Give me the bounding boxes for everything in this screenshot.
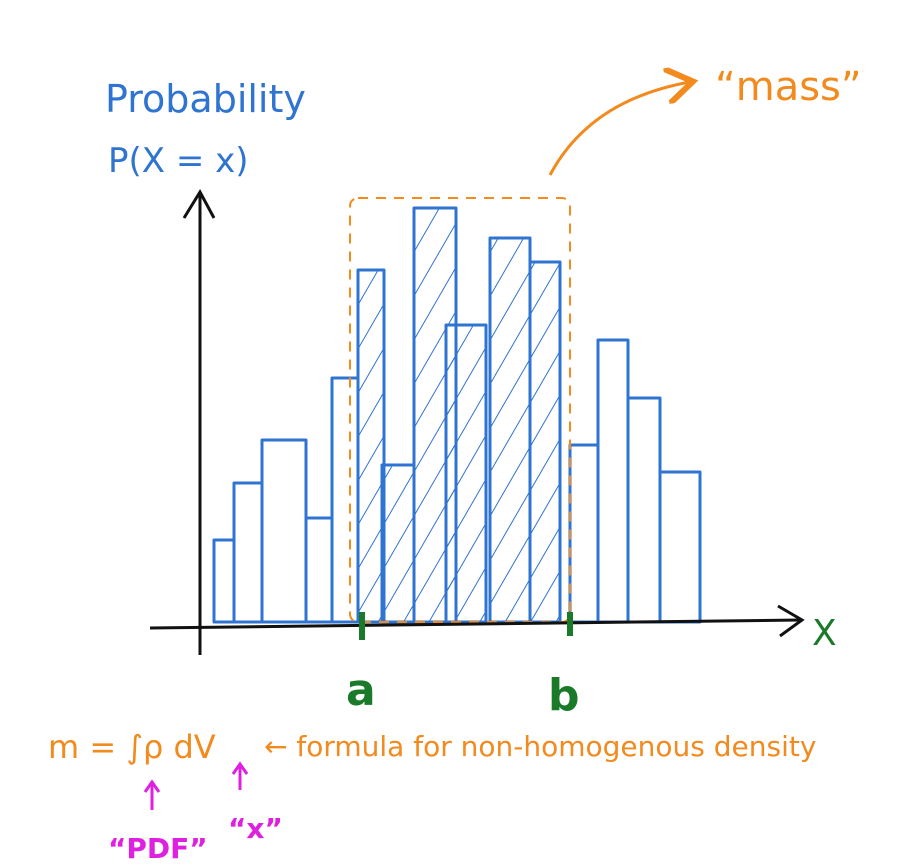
bar [232,481,264,624]
pdf-arrow [143,779,161,810]
bar-hatched [488,236,532,624]
bar [260,438,308,624]
bar [658,470,702,624]
bar [568,443,600,624]
mass-region [349,197,571,623]
y-axis-subtitle: P(X = x) [108,141,249,181]
bar-hatched [356,268,386,624]
x-axis-arrowhead [777,604,805,638]
bar [212,538,236,624]
bar-hatched [444,323,488,624]
bar [304,516,334,624]
bar [330,376,360,624]
bar [626,396,662,624]
y-axis-title: Probability [105,77,306,121]
label-b: b [548,670,580,721]
bar-hatched [380,463,416,624]
formula-note: ← formula for non-homogenous density [264,730,816,763]
y-axis-arrowhead [182,188,216,219]
mass-arrow [548,82,690,176]
pdf-label: “PDF” [108,832,208,865]
label-a: a [346,665,376,716]
formula: m = ∫ρ dV [48,728,216,766]
histogram-bars [212,206,702,624]
x-axis [149,618,801,630]
x-arrow [231,761,249,790]
bar [596,338,630,624]
mass-label: “mass” [715,64,862,110]
x-axis-label: X [812,613,837,654]
x-label: “x” [228,812,283,845]
bar-hatched [528,260,562,624]
